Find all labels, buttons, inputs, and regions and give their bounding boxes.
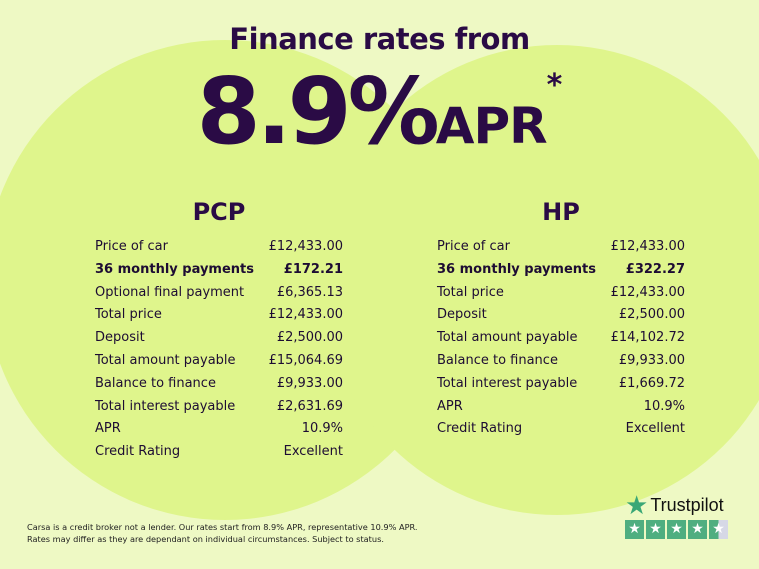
table-row: Balance to finance £9,933.00: [437, 350, 685, 373]
asterisk: *: [546, 68, 563, 103]
rate-value: 8.9%: [196, 58, 440, 165]
table-row: Total amount payable £14,102.72: [437, 327, 685, 350]
row-value: £6,365.13: [276, 284, 343, 300]
row-value: £2,631.69: [276, 398, 343, 414]
row-label: Price of car: [437, 239, 510, 254]
rate-display: 8.9%APR*: [0, 58, 759, 165]
row-value: £172.21: [283, 261, 343, 277]
table-row: Credit Rating Excellent: [437, 418, 685, 441]
row-label: Total price: [95, 307, 162, 323]
row-label: Total amount payable: [437, 330, 578, 346]
row-value: £12,433.00: [268, 307, 343, 323]
pcp-table: PCP Price of car £12,433.00 36 monthly pay…: [95, 198, 343, 464]
table-row: Deposit £2,500.00: [95, 327, 343, 350]
rating-star-icon: ★: [709, 520, 728, 539]
rating-star-icon: ★: [646, 520, 665, 539]
row-label: Total amount payable: [95, 352, 236, 368]
table-row: Total interest payable £2,631.69: [95, 396, 343, 419]
row-value: £2,500.00: [276, 330, 343, 346]
row-value: £14,102.72: [610, 330, 685, 346]
trustpilot-badge: ★ Trustpilot ★ ★ ★ ★ ★: [625, 490, 728, 539]
table-row: Total price £12,433.00: [437, 282, 685, 305]
row-label: APR: [437, 398, 463, 414]
rate-unit: APR: [435, 97, 548, 155]
row-value: Excellent: [625, 421, 685, 437]
row-label: Balance to finance: [437, 352, 558, 368]
table-row: Total price £12,433.00: [95, 304, 343, 327]
row-label: APR: [95, 421, 121, 437]
row-label: Credit Rating: [95, 444, 181, 460]
table-row: APR 10.9%: [95, 418, 343, 441]
row-label: Total interest payable: [437, 375, 578, 391]
table-row: Price of car £12,433.00: [437, 236, 685, 259]
row-value: £12,433.00: [610, 239, 685, 254]
row-label: Balance to finance: [95, 375, 216, 391]
table-row: APR 10.9%: [437, 396, 685, 419]
star-icon: ★: [625, 490, 649, 520]
row-label: Deposit: [95, 330, 145, 346]
rating-star-icon: ★: [688, 520, 707, 539]
row-label: Deposit: [437, 307, 487, 323]
pcp-title: PCP: [192, 198, 246, 226]
row-value: £1,669.72: [618, 375, 685, 391]
row-label: Total interest payable: [95, 398, 236, 414]
trustpilot-logo-text: Trustpilot: [650, 494, 724, 515]
disclaimer-line: Rates may differ as they are dependant o…: [27, 534, 384, 544]
row-value: 10.9%: [301, 421, 343, 437]
disclaimer-line: Carsa is a credit broker not a lender. O…: [27, 522, 418, 532]
row-value: £322.27: [625, 261, 685, 277]
row-value: £9,933.00: [276, 375, 343, 391]
row-label: Credit Rating: [437, 421, 523, 437]
hp-title: HP: [542, 198, 580, 226]
row-label: 36 monthly payments: [437, 261, 596, 277]
table-row: Total amount payable £15,064.69: [95, 350, 343, 373]
row-value: £15,064.69: [268, 352, 343, 368]
row-label: Total price: [437, 284, 504, 300]
row-value: £12,433.00: [268, 239, 343, 254]
row-label: Optional final payment: [95, 284, 245, 300]
row-label: 36 monthly payments: [95, 261, 254, 277]
row-value: Excellent: [283, 444, 343, 460]
table-row: Deposit £2,500.00: [437, 304, 685, 327]
row-value: £2,500.00: [618, 307, 685, 323]
row-value: 10.9%: [643, 398, 685, 414]
rating-star-icon: ★: [667, 520, 686, 539]
table-row: Balance to finance £9,933.00: [95, 373, 343, 396]
row-value: £12,433.00: [610, 284, 685, 300]
table-row: Total interest payable £1,669.72: [437, 373, 685, 396]
rating-star-icon: ★: [625, 520, 644, 539]
table-row: Optional final payment £6,365.13: [95, 282, 343, 305]
row-value: £9,933.00: [618, 352, 685, 368]
table-row: 36 monthly payments £322.27: [437, 259, 685, 282]
row-label: Price of car: [95, 239, 168, 254]
table-row: 36 monthly payments £172.21: [95, 259, 343, 282]
trustpilot-rating: ★ ★ ★ ★ ★: [625, 520, 728, 539]
decorative-circle-right: [322, 45, 759, 515]
table-row: Credit Rating Excellent: [95, 441, 343, 464]
disclaimer: Carsa is a credit broker not a lender. O…: [27, 521, 418, 545]
headline: Finance rates from: [229, 22, 530, 56]
hp-table: HP Price of car £12,433.00 36 monthly paym…: [437, 198, 685, 441]
table-row: Price of car £12,433.00: [95, 236, 343, 259]
